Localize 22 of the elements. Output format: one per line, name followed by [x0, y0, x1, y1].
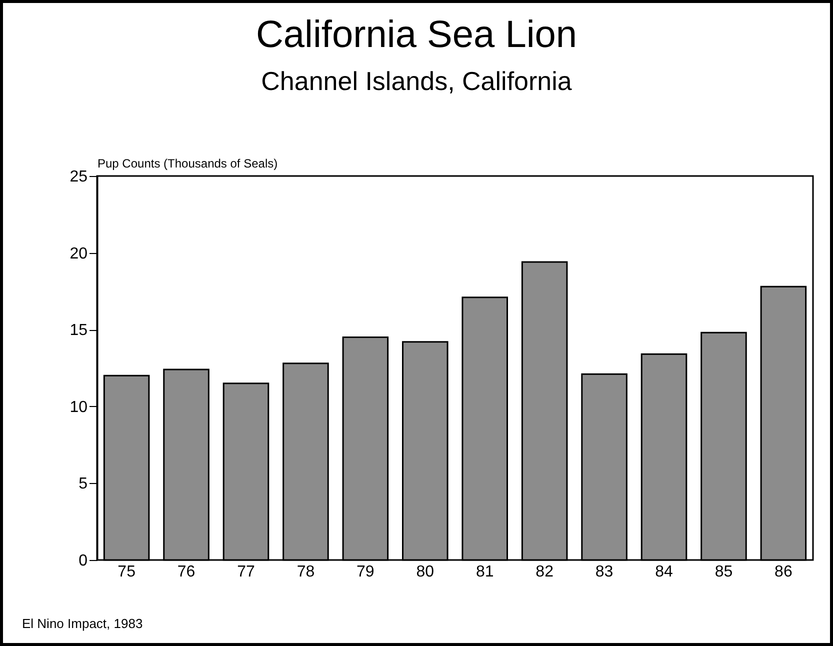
x-tick-label: 86: [774, 564, 792, 580]
text: El Nino Impact, 1983: [22, 616, 143, 631]
chart-subtitle: Channel Islands, California: [260, 66, 573, 97]
x-tick-label: 76: [177, 564, 196, 580]
x-tick-label: 82: [536, 564, 554, 580]
y-tick-label: 0: [78, 552, 88, 570]
y-tick-label: 5: [78, 476, 88, 493]
chart-title: California Sea Lion: [254, 14, 578, 57]
x-tick-label: 78: [296, 564, 315, 580]
x-tick-label: 85: [714, 564, 733, 580]
x-tick-label: 84: [655, 564, 674, 580]
y-tick-label: 20: [70, 245, 88, 262]
x-tick-label: 75: [118, 564, 136, 580]
y-tick-label: 10: [70, 398, 88, 416]
x-tick-label: 80: [416, 564, 434, 580]
x-tick-label: 77: [237, 564, 255, 580]
x-tick-label: 83: [595, 564, 614, 580]
y-axis-title: Pup Counts (Thousands of Seals): [98, 156, 278, 170]
y-tick-label: 15: [70, 322, 88, 340]
x-tick-label: 81: [476, 564, 494, 580]
x-tick-label: 79: [356, 564, 374, 580]
y-tick-label: 25: [70, 168, 88, 186]
